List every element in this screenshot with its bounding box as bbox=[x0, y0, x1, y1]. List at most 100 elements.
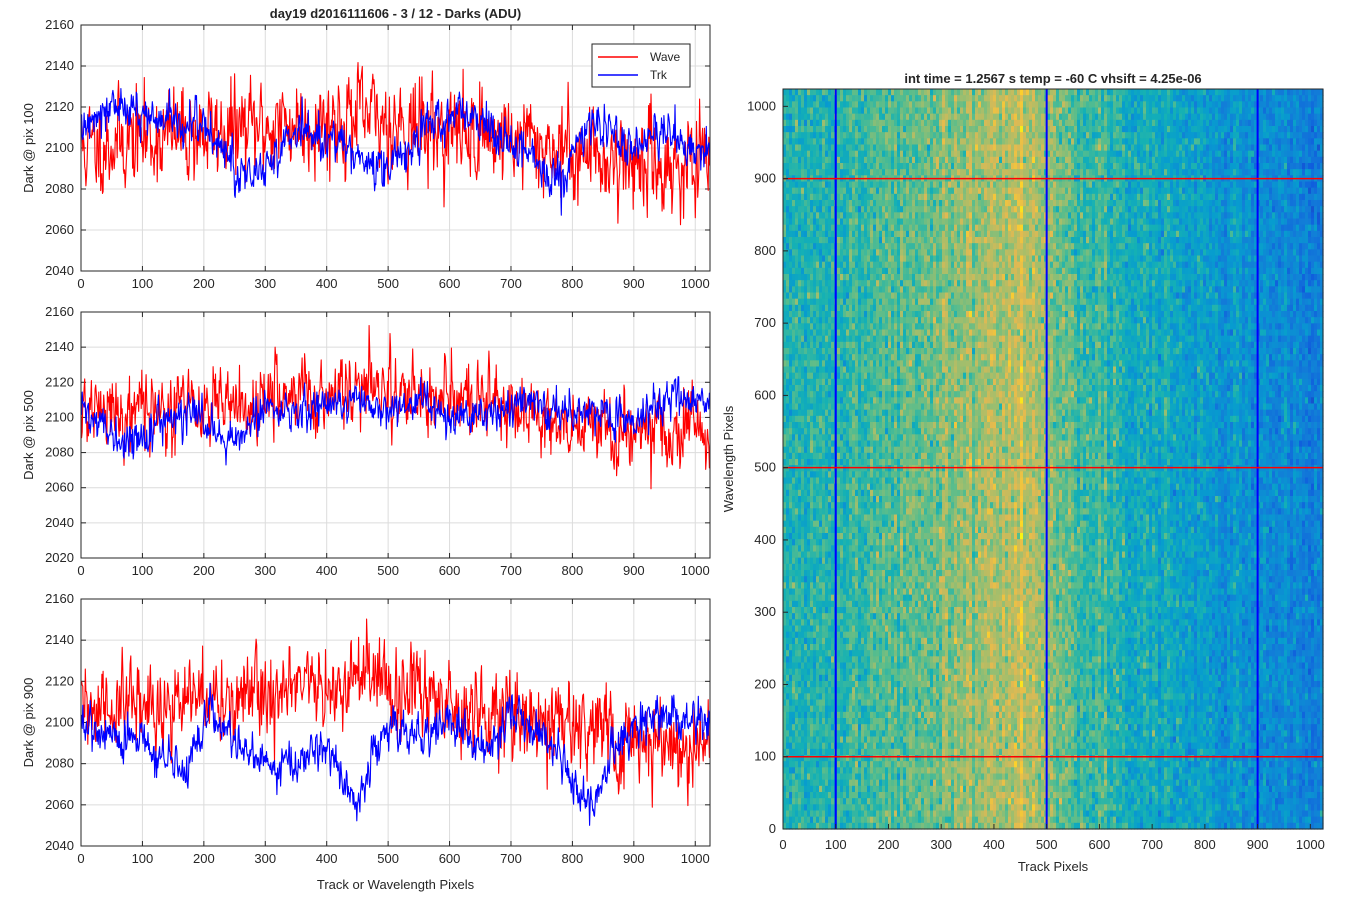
heatmap-cell bbox=[1275, 95, 1279, 102]
heatmap-cell bbox=[1116, 119, 1120, 127]
heatmap-cell bbox=[903, 107, 907, 115]
heatmap-cell bbox=[861, 113, 865, 121]
heatmap-cell bbox=[1140, 107, 1144, 115]
heatmap-cell bbox=[1161, 101, 1165, 109]
heatmap-cell bbox=[1053, 89, 1057, 96]
heatmap-cell bbox=[879, 101, 883, 109]
heatmap-cell bbox=[1209, 119, 1213, 127]
heatmap-cell bbox=[1317, 107, 1321, 115]
heatmap-cell bbox=[1119, 101, 1123, 109]
heatmap-cell bbox=[1263, 89, 1267, 96]
heatmap-cell bbox=[1062, 89, 1066, 96]
heatmap-cell bbox=[1221, 107, 1225, 115]
line-panel-1-xtick-label: 700 bbox=[500, 276, 522, 291]
heatmap-cell bbox=[870, 132, 874, 139]
heatmap-cell bbox=[1152, 107, 1156, 115]
heatmap-cell bbox=[819, 132, 823, 139]
heatmap-cell bbox=[861, 132, 865, 139]
heatmap-cell bbox=[1263, 113, 1267, 121]
heatmap-cell bbox=[1059, 132, 1063, 139]
heatmap-cell bbox=[1263, 107, 1267, 115]
heatmap-cell bbox=[1260, 101, 1264, 109]
heatmap-cell bbox=[1074, 132, 1078, 139]
heatmap-cell bbox=[1182, 89, 1186, 96]
heatmap-cell bbox=[807, 132, 811, 139]
heatmap-cell bbox=[876, 107, 880, 115]
heatmap-cell bbox=[981, 113, 985, 121]
heatmap-cell bbox=[1014, 107, 1018, 115]
heatmap-cell bbox=[1041, 89, 1045, 96]
heatmap-cell bbox=[1014, 89, 1018, 96]
heatmap-cell bbox=[912, 107, 916, 115]
heatmap-cell bbox=[966, 89, 970, 96]
heatmap-cell bbox=[1275, 126, 1279, 133]
line-panel-1-title: day19 d2016111606 - 3 / 12 - Darks (ADU) bbox=[270, 6, 521, 21]
heatmap-cell bbox=[807, 101, 811, 109]
heatmap-cell bbox=[813, 113, 817, 121]
heatmap-cell bbox=[1272, 132, 1276, 139]
heatmap-cell bbox=[1062, 101, 1066, 109]
heatmap-cell bbox=[1155, 132, 1159, 139]
heatmap-cell bbox=[1062, 107, 1066, 115]
heatmap-cell bbox=[855, 119, 859, 127]
heatmap-cell bbox=[1032, 101, 1036, 109]
heatmap-cell bbox=[810, 132, 814, 139]
heatmap-cell bbox=[1293, 89, 1297, 96]
heatmap-cell bbox=[972, 89, 976, 96]
heatmap-cell bbox=[972, 95, 976, 102]
heatmap-cell bbox=[1191, 107, 1195, 115]
heatmap-cell bbox=[858, 113, 862, 121]
line-panel-1-xtick-label: 1000 bbox=[681, 276, 710, 291]
heatmap-cell bbox=[1251, 126, 1255, 133]
heatmap-cell bbox=[1065, 113, 1069, 121]
line-panel-2-xtick-label: 1000 bbox=[681, 563, 710, 578]
heatmap-cell bbox=[1167, 107, 1171, 115]
heatmap-cell bbox=[837, 126, 841, 133]
heatmap-cell bbox=[882, 126, 886, 133]
heatmap-cell bbox=[894, 101, 898, 109]
heatmap-cell bbox=[1122, 132, 1126, 139]
heatmap-cell bbox=[840, 95, 844, 102]
heatmap-cell bbox=[1122, 107, 1126, 115]
heatmap-cell bbox=[1047, 107, 1051, 115]
heatmap-cell bbox=[1173, 119, 1177, 127]
heatmap-cell bbox=[894, 132, 898, 139]
heatmap-cell bbox=[975, 126, 979, 133]
heatmap-cell bbox=[1062, 95, 1066, 102]
heatmap-cell bbox=[1122, 119, 1126, 127]
heatmap-cell bbox=[816, 107, 820, 115]
heatmap-cell bbox=[1038, 101, 1042, 109]
heatmap-cell bbox=[963, 101, 967, 109]
line-panel-1-xtick-label: 0 bbox=[77, 276, 84, 291]
heatmap-cell bbox=[1068, 113, 1072, 121]
heatmap-cell bbox=[1128, 132, 1132, 139]
heatmap-cell bbox=[984, 132, 988, 139]
heatmap-cell bbox=[906, 119, 910, 127]
heatmap-cell bbox=[1092, 132, 1096, 139]
heatmap-cell bbox=[873, 113, 877, 121]
line-panel-3-frame bbox=[80, 598, 711, 847]
heatmap-cell bbox=[1185, 107, 1189, 115]
heatmap-cell bbox=[1185, 119, 1189, 127]
heatmap-cell bbox=[942, 126, 946, 133]
heatmap-cell bbox=[855, 101, 859, 109]
heatmap-cell bbox=[1113, 126, 1117, 133]
heatmap-cell bbox=[1158, 89, 1162, 96]
heatmap-cell bbox=[1029, 119, 1033, 127]
heatmap-cell bbox=[1293, 126, 1297, 133]
heatmap-cell bbox=[1119, 113, 1123, 121]
line-panel-3-xtick-label: 800 bbox=[562, 851, 584, 866]
heatmap-cell bbox=[906, 101, 910, 109]
heatmap-cell bbox=[1215, 89, 1219, 96]
heatmap-cell bbox=[972, 119, 976, 127]
heatmap-cell bbox=[1218, 101, 1222, 109]
heatmap-cell bbox=[846, 126, 850, 133]
heatmap-cell bbox=[825, 126, 829, 133]
heatmap-cell bbox=[1071, 113, 1075, 121]
heatmap-cell bbox=[1194, 95, 1198, 102]
heatmap-cell bbox=[1026, 126, 1030, 133]
heatmap-cell bbox=[921, 95, 925, 102]
heatmap-cell bbox=[1134, 132, 1138, 139]
heatmap-cell bbox=[1221, 126, 1225, 133]
heatmap-cell bbox=[981, 107, 985, 115]
